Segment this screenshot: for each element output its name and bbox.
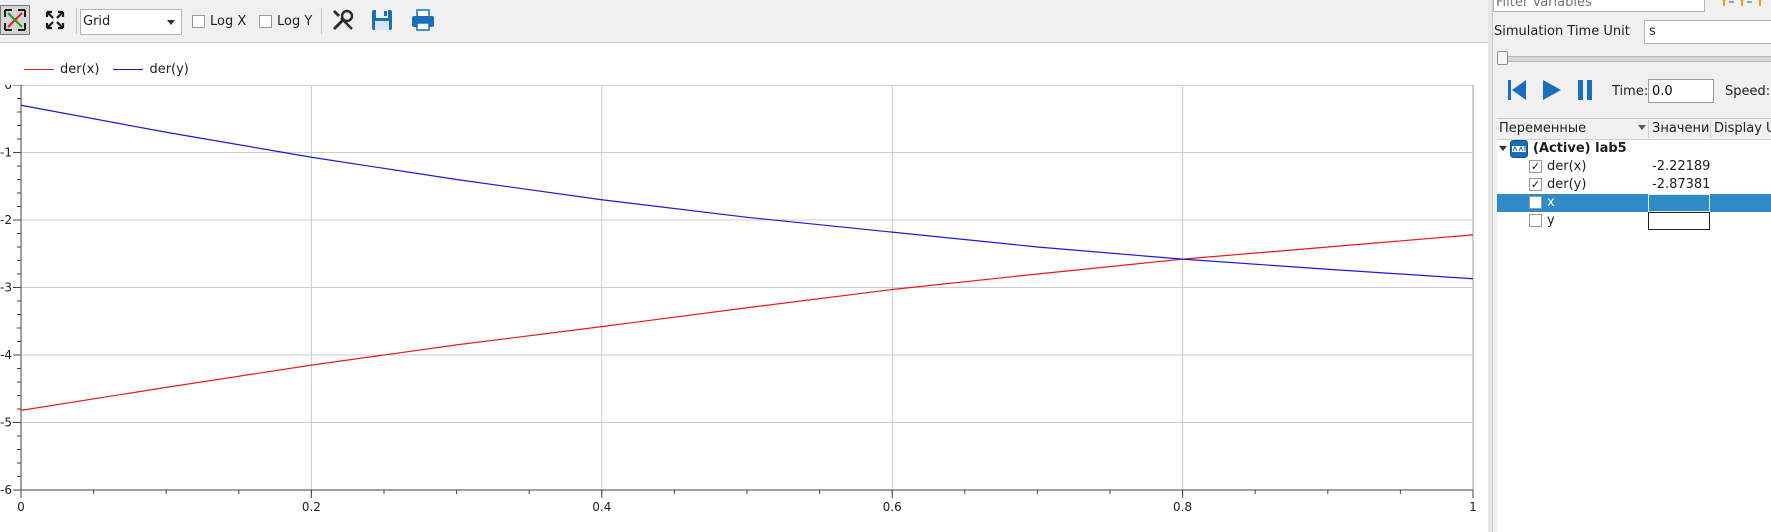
fit-in-view-icon	[4, 9, 26, 31]
column-header-value[interactable]: Значение	[1652, 121, 1710, 136]
log-y-box[interactable]	[259, 15, 272, 28]
x-tick-label: 0.2	[302, 500, 321, 514]
pause-icon	[1578, 80, 1592, 100]
plot-legend: der(x) der(y)	[24, 60, 203, 78]
variable-name: der(y)	[1547, 177, 1587, 192]
y-tick-label: -3	[0, 281, 12, 295]
series-line-der-y	[20, 104, 1474, 280]
toolbar-separator	[321, 8, 322, 34]
log-x-box[interactable]	[192, 15, 205, 28]
panel-splitter[interactable]	[1488, 0, 1492, 532]
pause-button[interactable]	[1572, 77, 1598, 103]
x-tick-label: 1	[1469, 500, 1477, 514]
play-icon	[1543, 80, 1561, 100]
fit-all-icon	[45, 10, 65, 30]
time-slider-handle[interactable]	[1497, 51, 1508, 65]
rewind-button[interactable]	[1504, 77, 1530, 103]
speed-label: Speed:	[1725, 84, 1771, 99]
y-tick-label: -6	[0, 483, 12, 497]
fit-in-view-button[interactable]	[0, 5, 30, 35]
variable-checkbox[interactable]: ✓	[1529, 160, 1542, 173]
variable-value-editor[interactable]	[1648, 212, 1710, 230]
filter-case-icon[interactable]	[1737, 0, 1753, 8]
variable-value-editor[interactable]	[1648, 194, 1710, 212]
variable-value: -2.87381	[1652, 177, 1711, 192]
legend-swatch	[113, 68, 144, 70]
fit-all-button[interactable]	[40, 5, 70, 35]
time-unit-value: s	[1649, 24, 1656, 39]
print-plot-button[interactable]	[408, 5, 438, 35]
column-header-display-unit[interactable]: Display Unit	[1714, 121, 1771, 136]
variable-name: y	[1547, 213, 1555, 228]
variable-row-x[interactable]: x	[1497, 194, 1771, 212]
grid-mode-value: Grid	[83, 14, 111, 29]
time-slider-track[interactable]	[1497, 56, 1771, 62]
time-input[interactable]	[1648, 79, 1714, 103]
save-plot-button[interactable]	[367, 5, 397, 35]
floppy-disk-icon	[372, 10, 392, 30]
y-tick-label: -4	[0, 348, 12, 362]
variables-tree: Переменные Значение Display Unit (Active…	[1497, 118, 1771, 532]
variable-row-y[interactable]: y	[1497, 212, 1771, 230]
filter-variables-input[interactable]	[1493, 0, 1705, 12]
x-tick-label: 0.4	[592, 500, 611, 514]
variable-checkbox[interactable]	[1529, 214, 1542, 227]
y-tick-label: -5	[0, 416, 12, 430]
column-header-variables[interactable]: Переменные	[1499, 121, 1587, 136]
x-tick-label: 0	[17, 500, 25, 514]
mat-result-icon	[1510, 140, 1528, 158]
variable-checkbox[interactable]	[1529, 196, 1542, 209]
y-tick-label: -1	[0, 146, 12, 160]
variable-row-der-x[interactable]: ✓ der(x) -2.22189	[1497, 158, 1771, 176]
variable-checkbox[interactable]: ✓	[1529, 178, 1542, 191]
simulation-time-unit-select[interactable]: s	[1644, 20, 1771, 44]
log-y-checkbox[interactable]: Log Y	[259, 13, 312, 30]
variable-name: der(x)	[1547, 159, 1587, 174]
legend-swatch	[24, 68, 54, 70]
column-separator	[1648, 120, 1649, 138]
plot-canvas[interactable]: 0 0.2 0.4 0.6 0.8 1 0 -1 -2 -3 -4 -5 -6	[0, 85, 1488, 532]
filter-regex-icon[interactable]	[1755, 0, 1771, 8]
series-line-der-x	[20, 234, 1474, 411]
legend-label: der(y)	[149, 61, 189, 77]
log-y-label: Log Y	[277, 14, 313, 29]
plot-setup-button[interactable]	[328, 5, 358, 35]
filter-options-icon[interactable]	[1719, 0, 1735, 8]
log-x-label: Log X	[210, 14, 247, 29]
column-separator	[1710, 120, 1711, 138]
legend-item-der-x[interactable]: der(x)	[24, 62, 99, 77]
tree-header: Переменные Значение Display Unit	[1497, 119, 1771, 140]
plot-window: Grid Log X Log Y	[0, 0, 1488, 532]
model-label: (Active) lab5	[1533, 141, 1627, 156]
variable-value: -2.22189	[1652, 159, 1711, 174]
variable-name: x	[1547, 195, 1555, 210]
skip-back-icon	[1508, 80, 1526, 100]
plot-toolbar: Grid Log X Log Y	[0, 0, 1488, 43]
x-tick-label: 0.8	[1173, 500, 1192, 514]
y-tick-label: -2	[0, 213, 12, 227]
toolbar-separator	[76, 8, 77, 34]
chevron-down-icon	[167, 20, 175, 25]
simulation-time-unit-label: Simulation Time Unit	[1494, 24, 1630, 39]
expand-arrow-icon[interactable]	[1499, 145, 1507, 153]
time-label: Time:	[1612, 84, 1649, 99]
grid-mode-select[interactable]: Grid	[80, 9, 182, 35]
legend-label: der(x)	[60, 61, 100, 77]
variable-row-der-y[interactable]: ✓ der(y) -2.87381	[1497, 176, 1771, 194]
variables-browser: Simulation Time Unit s Time: Speed:	[1492, 0, 1771, 532]
y-tick-label: 0	[4, 85, 12, 92]
wrench-screwdriver-icon	[332, 9, 354, 31]
x-tick-label: 0.6	[883, 500, 902, 514]
legend-item-der-y[interactable]: der(y)	[113, 61, 189, 77]
printer-icon	[412, 9, 434, 31]
play-button[interactable]	[1539, 77, 1565, 103]
log-x-checkbox[interactable]: Log X	[192, 13, 246, 30]
sort-indicator-icon	[1638, 125, 1646, 130]
model-row[interactable]: (Active) lab5	[1497, 140, 1771, 158]
